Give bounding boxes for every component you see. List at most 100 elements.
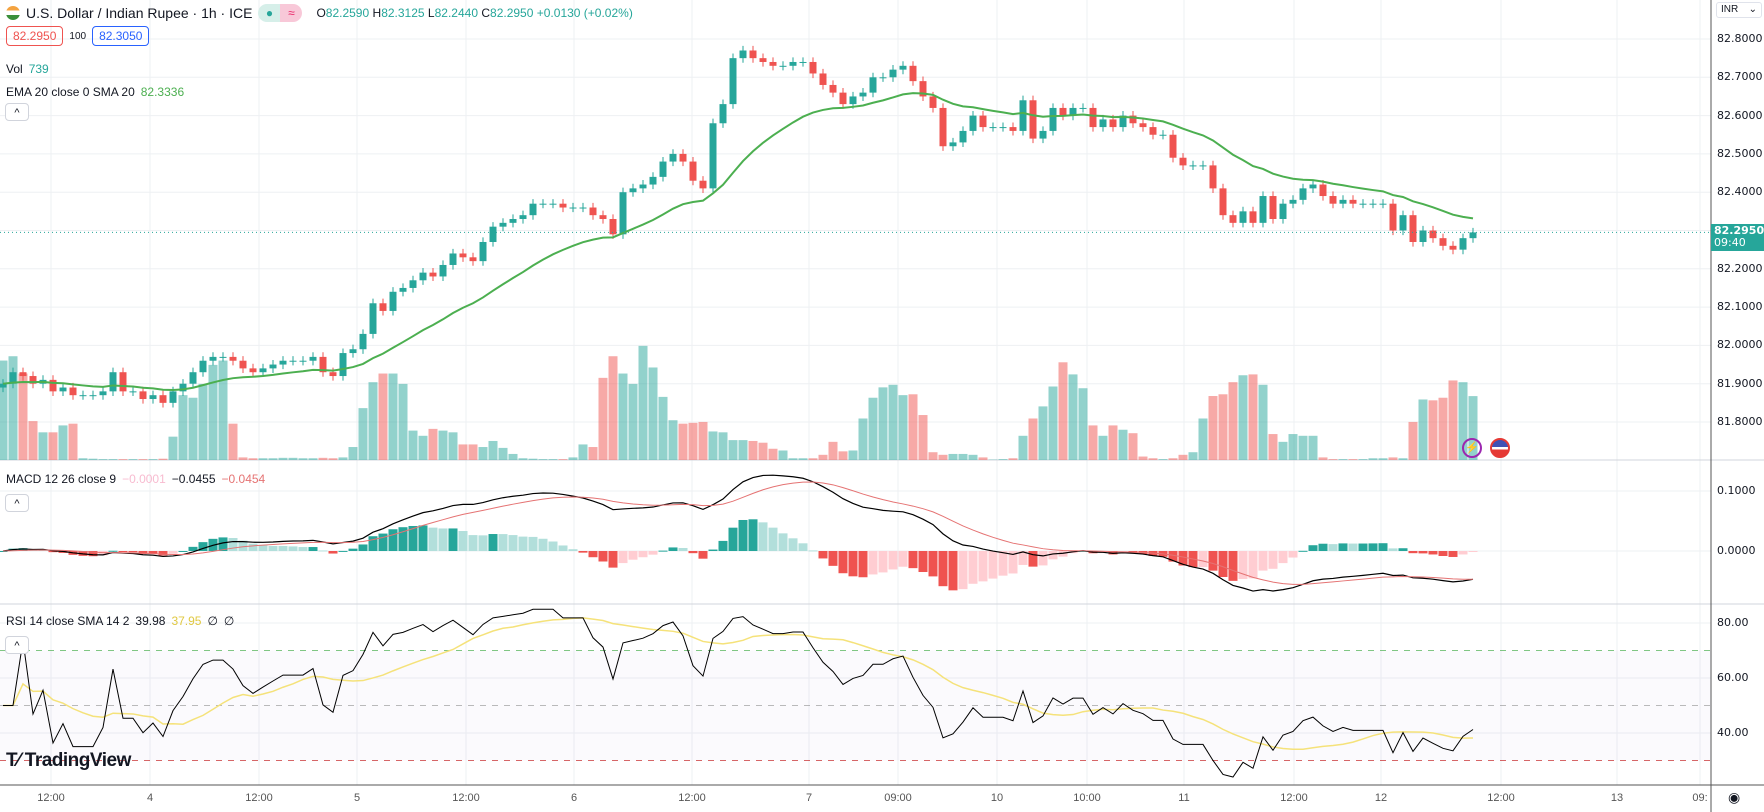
time-tick-label: 11 <box>1178 792 1190 804</box>
candle-body <box>559 203 567 208</box>
candle-body <box>19 372 27 377</box>
volume-bar <box>748 440 758 460</box>
us-flag-event-icon[interactable] <box>1490 438 1510 458</box>
macd-histogram-bar <box>758 522 768 551</box>
candle-body <box>969 115 977 131</box>
macd-histogram-bar <box>808 550 818 552</box>
candle-body <box>369 303 377 334</box>
macd-histogram-bar <box>1308 545 1318 551</box>
tradingview-logo[interactable]: T⁄ TradingView <box>6 750 131 771</box>
macd-histogram-bar <box>578 551 588 553</box>
macd-histogram-bar <box>488 534 498 551</box>
sell-button[interactable]: 82.2950 <box>6 26 64 46</box>
volume-bar <box>688 422 698 460</box>
quote-row: 82.2950 100 82.3050 <box>6 26 150 46</box>
volume-bar <box>188 397 198 460</box>
symbol-title[interactable]: U.S. Dollar / Indian Rupee · 1h · ICE <box>26 5 253 21</box>
volume-bar <box>38 432 48 460</box>
volume-bar <box>528 458 538 460</box>
macd-histogram-bar <box>738 519 748 551</box>
volume-bar <box>828 441 838 460</box>
ema-legend[interactable]: EMA 20 close 0 SMA 20 82.3336 <box>6 85 185 99</box>
macd-histogram-bar <box>928 551 938 577</box>
volume-bar <box>768 448 778 460</box>
collapse-legend-button[interactable]: ^ <box>5 103 29 121</box>
price-tick-label: 82.8000 <box>1717 32 1763 45</box>
volume-bar <box>638 345 648 460</box>
candle-body <box>339 353 347 377</box>
candle-body <box>569 207 577 209</box>
macd-histogram-bar <box>88 551 98 557</box>
rsi-collapse-button[interactable]: ^ <box>5 636 29 654</box>
candle-body <box>599 215 607 220</box>
candle-body <box>669 153 677 162</box>
macd-histogram-bar <box>358 544 368 551</box>
buy-button[interactable]: 82.3050 <box>92 26 150 46</box>
macd-histogram-bar <box>0 551 8 552</box>
candle-body <box>69 387 77 396</box>
candle-body <box>779 65 787 67</box>
candle-body <box>989 127 997 129</box>
volume-bar <box>288 457 298 460</box>
macd-histogram-bar <box>588 551 598 558</box>
macd-histogram-bar <box>518 536 528 551</box>
time-tick-label: 12:00 <box>245 792 273 804</box>
macd-histogram-bar <box>1448 551 1458 557</box>
macd-histogram-bar <box>388 529 398 551</box>
macd-tick-label: 0.1000 <box>1717 484 1756 497</box>
candle-body <box>1179 157 1187 166</box>
macd-collapse-button[interactable]: ^ <box>5 494 29 512</box>
macd-histogram-bar <box>1418 551 1428 554</box>
volume-bar <box>1178 454 1188 460</box>
volume-bar <box>448 432 458 460</box>
macd-tick-label: 0.0000 <box>1717 544 1756 557</box>
lightning-event-icon[interactable]: ⚡ <box>1462 438 1482 458</box>
rsi-line <box>3 608 1474 778</box>
volume-bar <box>588 447 598 460</box>
macd-histogram-bar <box>108 550 118 552</box>
macd-histogram-bar <box>908 551 918 569</box>
candle-body <box>949 142 957 147</box>
price-tick-label: 82.2000 <box>1717 261 1763 275</box>
candle-body <box>279 360 287 365</box>
candle-body <box>379 303 387 311</box>
rsi-legend[interactable]: RSI 14 close SMA 14 2 39.98 37.95 ∅ ∅ <box>6 614 235 628</box>
volume-bar <box>898 395 908 460</box>
volume-bar <box>678 423 688 460</box>
candle-body <box>689 161 697 181</box>
volume-bar <box>208 364 218 460</box>
volume-legend[interactable]: Vol 739 <box>6 62 49 76</box>
candle-body <box>469 257 477 262</box>
volume-bar <box>1068 374 1078 460</box>
macd-legend[interactable]: MACD 12 26 close 9 −0.0001 −0.0455 −0.0454 <box>6 472 266 486</box>
volume-bar <box>628 383 638 460</box>
macd-histogram-bar <box>1288 551 1298 558</box>
eye-icon[interactable]: ◉ <box>1728 789 1741 805</box>
candle-body <box>1229 215 1237 223</box>
market-status-badge[interactable]: ● ≈ <box>258 4 303 22</box>
macd-histogram-bar <box>118 551 128 552</box>
volume-bar <box>1118 429 1128 460</box>
macd-histogram-bar <box>988 551 998 579</box>
macd-histogram-bar <box>348 548 358 551</box>
macd-histogram-bar <box>528 536 538 551</box>
candle-body <box>869 77 877 93</box>
currency-dropdown[interactable]: INR ⌄ <box>1716 2 1762 18</box>
candle-body <box>1239 211 1247 223</box>
candle-body <box>1089 107 1097 128</box>
macd-histogram-bar <box>218 537 228 551</box>
candle-body <box>879 77 887 79</box>
volume-bar <box>838 451 848 460</box>
macd-histogram-bar <box>568 549 578 551</box>
candle-body <box>629 188 637 193</box>
candle-body <box>129 391 137 393</box>
macd-histogram-bar <box>958 551 968 590</box>
candle-body <box>89 395 97 397</box>
market-open-icon: ● <box>258 4 281 22</box>
macd-histogram-bar <box>478 535 488 551</box>
candle-body <box>529 203 537 216</box>
candle-body <box>579 207 587 209</box>
candle-body <box>389 291 397 311</box>
candle-body <box>259 368 267 373</box>
